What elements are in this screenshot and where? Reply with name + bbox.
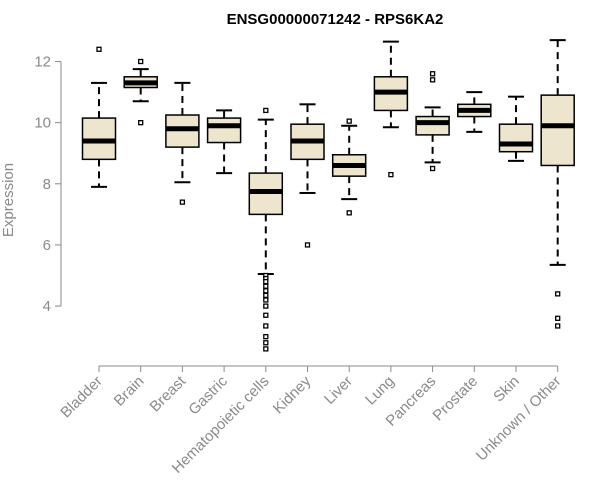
box-group (540, 39, 575, 329)
outlier-point (263, 107, 269, 114)
boxes (81, 39, 575, 352)
outlier-point (96, 46, 102, 52)
outlier-point (263, 283, 269, 289)
box-group (373, 40, 409, 178)
box (206, 117, 242, 144)
box-group (81, 46, 117, 188)
x-tick-label: Prostate (430, 373, 482, 425)
box-group (498, 95, 534, 162)
box (498, 123, 534, 153)
outlier-point (138, 120, 144, 126)
chart-title: ENSG00000071242 - RPS6KA2 (227, 11, 444, 28)
box-group (123, 58, 158, 126)
outlier-point (263, 303, 269, 309)
x-tick-label: Lung (362, 373, 398, 409)
x-tick-label: Skin (490, 373, 523, 406)
outlier-point (138, 58, 144, 65)
y-tick-label: 10 (34, 115, 51, 132)
box-group (248, 107, 284, 352)
box-group (290, 103, 325, 248)
outlier-point (429, 77, 436, 83)
outlier-point (304, 242, 311, 248)
outlier-point (179, 199, 186, 205)
outlier-point (263, 278, 269, 285)
x-tick-label: Liver (321, 373, 356, 408)
outlier-point (263, 340, 269, 346)
y-axis-label: Expression (0, 163, 17, 237)
outlier-point (346, 118, 352, 124)
outlier-point (263, 346, 269, 352)
x-tick-label: Breast (147, 372, 190, 415)
outlier-point (263, 292, 269, 299)
outlier-point (263, 297, 269, 303)
y-tick-label: 4 (43, 298, 51, 315)
x-tick-label: Brain (111, 373, 148, 410)
outlier-point (263, 312, 269, 318)
x-tick-label: Bladder (57, 373, 106, 422)
outlier-point (263, 288, 269, 294)
outlier-point (555, 323, 561, 329)
outlier-point (555, 291, 561, 297)
outlier-point (555, 315, 561, 321)
x-tick-label: Kidney (270, 372, 315, 417)
y-axis: 4 6 8 10 12 (34, 54, 62, 315)
y-tick-label: 12 (34, 54, 51, 71)
box (415, 115, 450, 136)
box-group (165, 81, 200, 205)
y-tick-label: 8 (43, 176, 51, 193)
box-group (457, 91, 492, 133)
outlier-point (263, 334, 269, 340)
outlier-point (429, 165, 436, 172)
y-tick-label: 6 (43, 237, 51, 254)
outlier-point (429, 71, 436, 77)
box (540, 94, 575, 167)
outlier-point (388, 171, 394, 178)
box-group (415, 71, 450, 172)
outlier-point (263, 323, 269, 329)
outlier-point (346, 210, 352, 216)
box-group (206, 109, 242, 175)
box-group (331, 118, 367, 216)
